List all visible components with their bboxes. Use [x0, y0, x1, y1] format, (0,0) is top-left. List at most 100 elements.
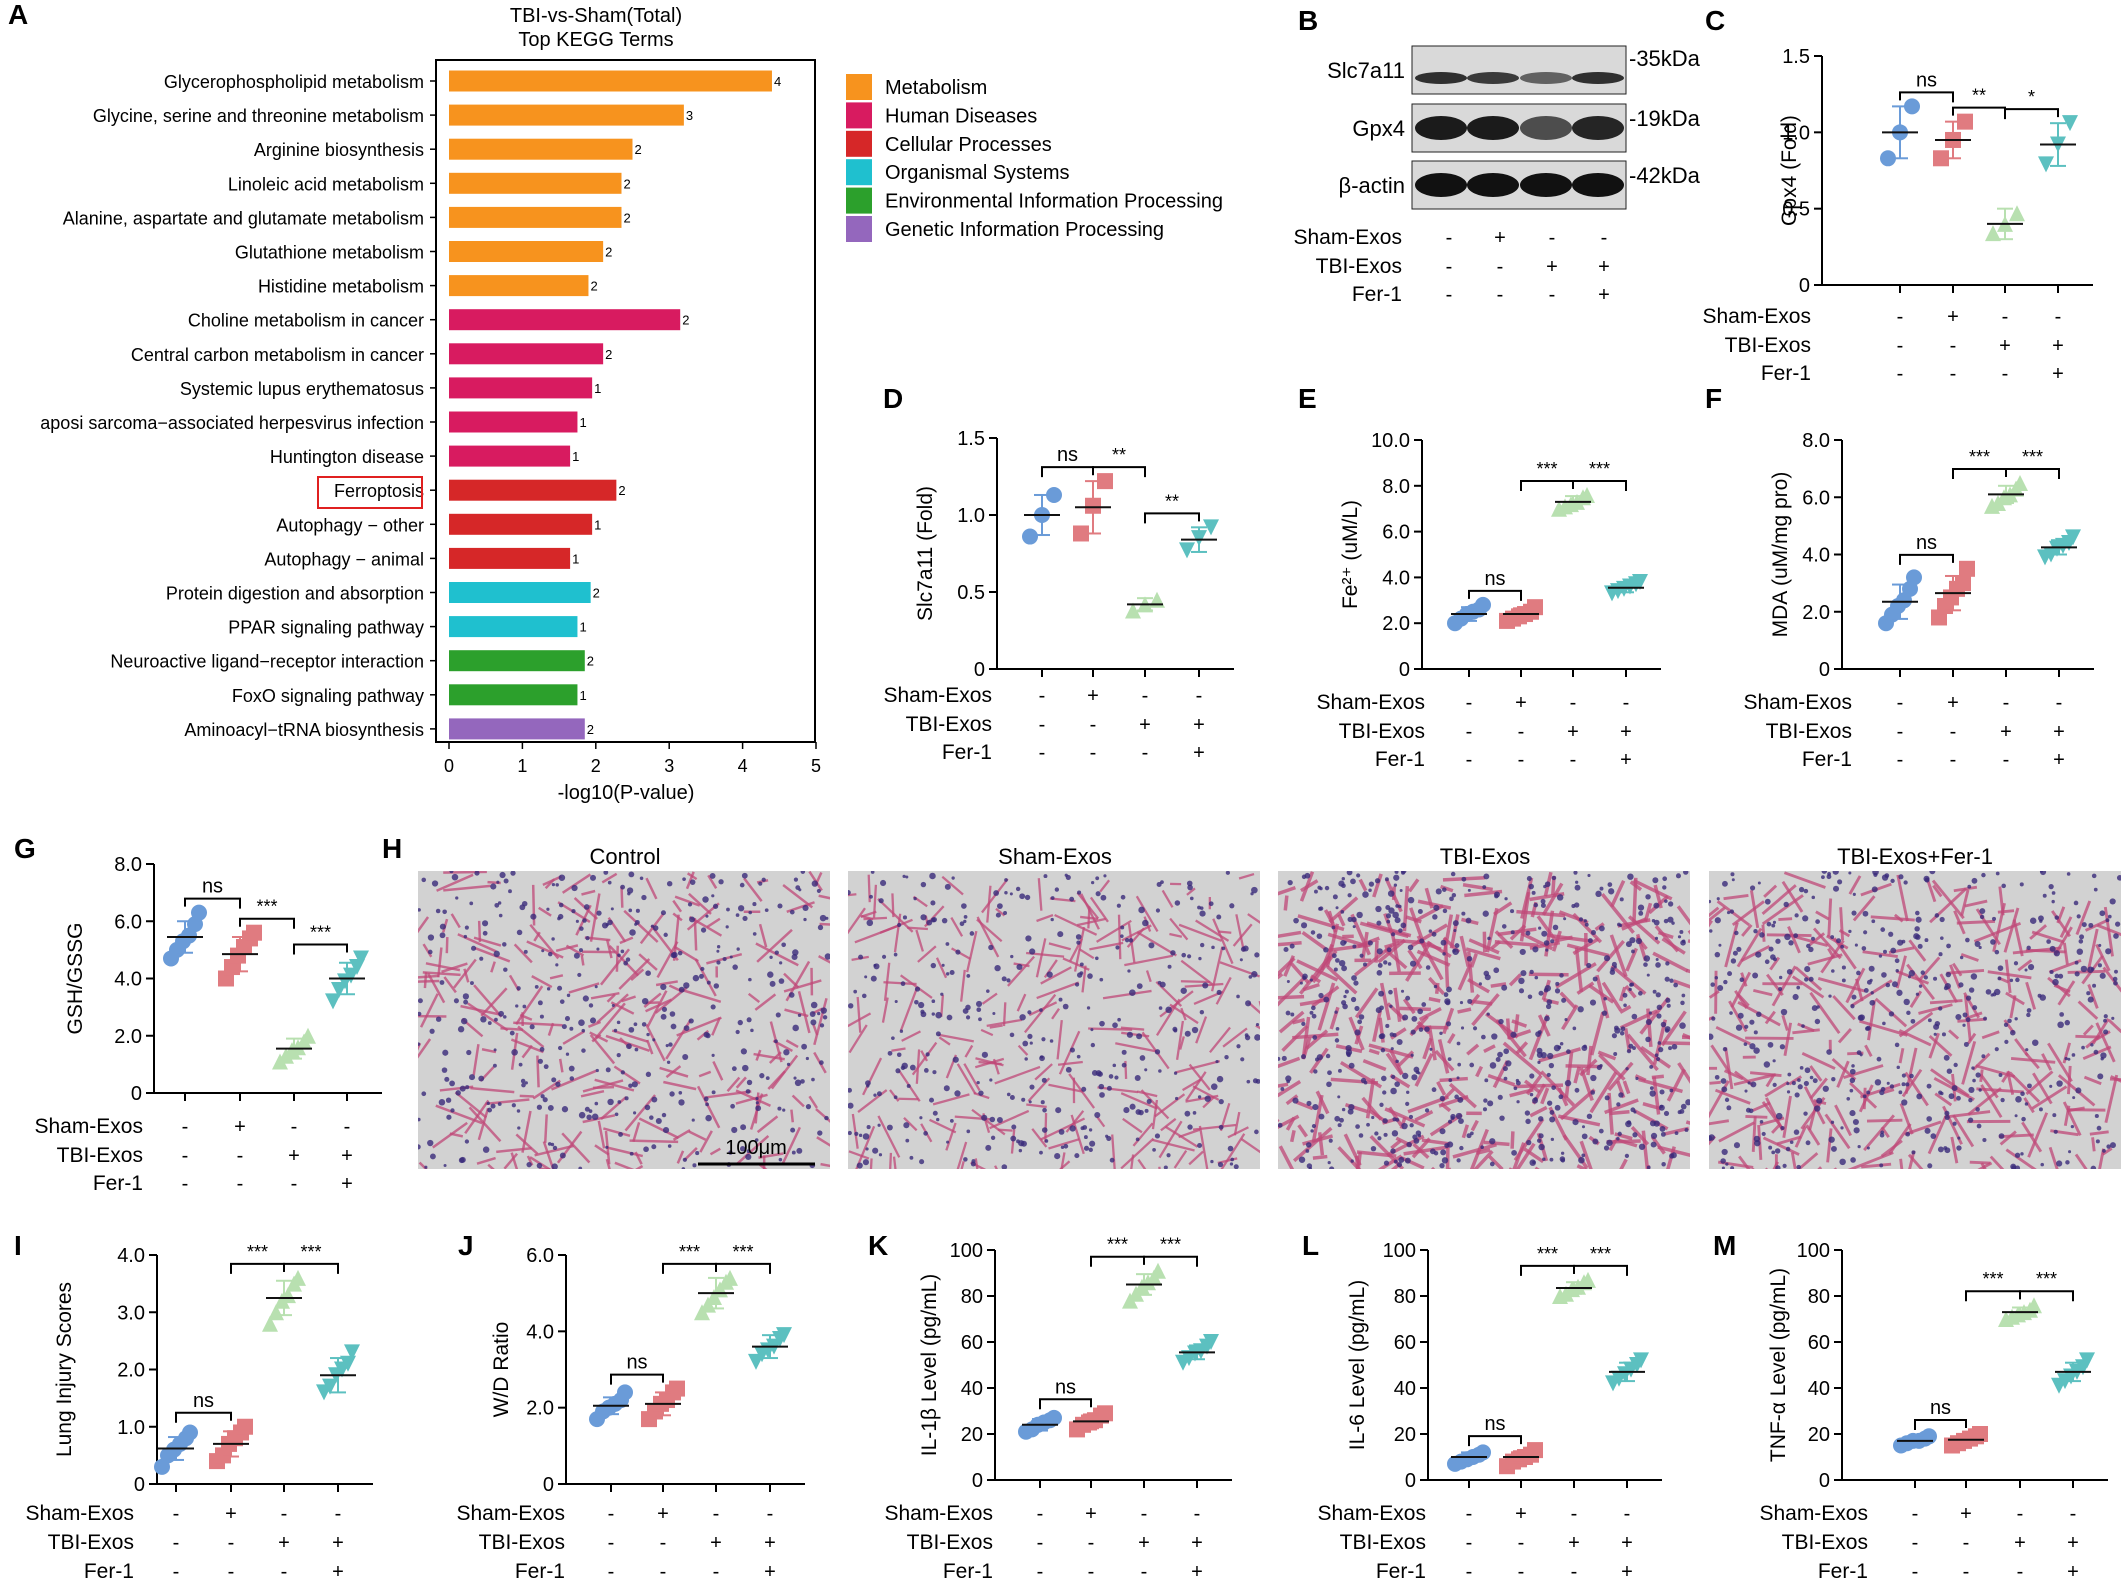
treatment-sign: +: [1568, 1532, 1580, 1554]
kegg-category-label: Glutathione metabolism: [235, 243, 424, 263]
blot-band: [1572, 173, 1624, 197]
significance-label: ***: [732, 1242, 753, 1262]
significance-label: ns: [1484, 1413, 1505, 1435]
treatment-sign: -: [2055, 306, 2062, 328]
treatment-label: Fer-1: [1818, 1560, 1868, 1580]
treatment-sign: -: [660, 1532, 667, 1554]
data-point: [1097, 1405, 1113, 1422]
treatment-sign: +: [2067, 1532, 2079, 1554]
blot-band: [1467, 72, 1519, 84]
treatment-sign: -: [2003, 749, 2010, 771]
kegg-bar: [449, 206, 622, 228]
kegg-x-axis-label: -log10(P-value): [558, 782, 695, 804]
ferroptosis-highlight-box: [317, 476, 423, 509]
data-point: [1046, 486, 1062, 503]
kegg-bar-count: 2: [605, 245, 612, 260]
blot-size-label: -42kDa: [1629, 163, 1701, 188]
data-point: [2009, 205, 2025, 222]
treatment-sign: +: [1191, 1532, 1203, 1554]
treatment-sign: +: [1515, 692, 1527, 714]
y-tick-label: 4.0: [1802, 545, 1830, 567]
treatment-sign: +: [1087, 685, 1099, 707]
treatment-sign: -: [1466, 1532, 1473, 1554]
treatment-sign: +: [1138, 1532, 1150, 1554]
treatment-sign: +: [332, 1532, 344, 1554]
significance-bracket: [1952, 467, 2007, 479]
treatment-label: Sham-Exos: [34, 1115, 143, 1138]
significance-label: ns: [1055, 1376, 1076, 1398]
y-axis-label: GSH/GSSG: [64, 922, 87, 1034]
treatment-sign: -: [1446, 256, 1453, 278]
kegg-x-tick-label: 3: [664, 756, 674, 776]
treatment-sign: +: [1193, 742, 1205, 764]
y-tick-label: 2.0: [1382, 613, 1410, 635]
treatment-sign: -: [291, 1116, 298, 1138]
significance-bracket: [184, 897, 241, 909]
treatment-sign: +: [1494, 227, 1506, 249]
significance-label: ***: [2022, 447, 2043, 467]
panel-letter-k: K: [868, 1230, 888, 1261]
treatment-sign: -: [2002, 363, 2009, 385]
kegg-x-tick-label: 2: [591, 756, 601, 776]
significance-bracket: [1039, 1398, 1092, 1410]
y-tick-label: 100: [1383, 1240, 1416, 1262]
data-point: [1904, 98, 1920, 115]
y-tick-label: 60: [1394, 1332, 1416, 1354]
treatment-sign: -: [182, 1173, 189, 1195]
treatment-label: Sham-Exos: [884, 1502, 993, 1525]
y-axis-label: Slc7a11 (Fold): [914, 486, 937, 621]
treatment-sign: -: [1090, 714, 1097, 736]
data-point: [1475, 596, 1491, 613]
data-point: [1527, 1442, 1543, 1459]
data-point: [1955, 575, 1971, 592]
treatment-sign: -: [660, 1561, 667, 1580]
treatment-sign: -: [1497, 284, 1504, 306]
significance-bracket: [1965, 1290, 2021, 1302]
treatment-sign: +: [1193, 714, 1205, 736]
treatment-label: TBI-Exos: [1340, 1531, 1426, 1554]
significance-bracket: [1092, 466, 1146, 478]
kegg-bar-count: 2: [593, 586, 600, 601]
kegg-bar: [449, 172, 622, 194]
data-point: [1203, 519, 1219, 536]
kegg-bar-count: 1: [572, 449, 579, 464]
panel-letter-h: H: [382, 833, 402, 864]
significance-bracket: [2004, 108, 2059, 120]
kegg-bar: [449, 377, 593, 399]
blot-protein-label: β-actin: [1339, 173, 1405, 198]
y-tick-label: 0.5: [957, 582, 985, 604]
significance-label: *: [2028, 87, 2035, 107]
treatment-sign: +: [657, 1503, 669, 1525]
kegg-bar: [449, 411, 578, 433]
treatment-sign: -: [1090, 742, 1097, 764]
histology-image: [848, 871, 1260, 1169]
significance-bracket: [1573, 1264, 1628, 1276]
kegg-bar: [449, 138, 633, 160]
treatment-sign: -: [1142, 742, 1149, 764]
treatment-sign: +: [1999, 335, 2011, 357]
panel-e-fe-plot: 0 2.0 4.0 6.0 8.0 10.0 Fe²⁺ (uM/L) ns *** *** Sham…: [1316, 430, 1661, 771]
kegg-category-label: Protein digestion and absorption: [166, 584, 424, 604]
y-tick-label: 8.0: [1802, 430, 1830, 452]
panel-letter-j: J: [458, 1230, 474, 1261]
y-axis-label: Fe²⁺ (uM/L): [1339, 500, 1362, 609]
kegg-bar-count: 3: [686, 108, 693, 123]
y-tick-label: 0: [1819, 1470, 1830, 1492]
data-point: [1957, 113, 1973, 130]
y-tick-label: 60: [1808, 1332, 1830, 1354]
significance-label: ns: [1930, 1397, 1951, 1419]
significance-label: ns: [1916, 69, 1937, 91]
treatment-sign: -: [1518, 1532, 1525, 1554]
kegg-bar: [449, 684, 578, 706]
treatment-sign: -: [173, 1503, 180, 1525]
treatment-sign: -: [1518, 1561, 1525, 1580]
treatment-sign: -: [1963, 1532, 1970, 1554]
y-tick-label: 2.0: [117, 1360, 145, 1382]
kegg-category-label: Alanine, aspartate and glutamate metabol…: [63, 208, 424, 228]
kegg-bar-count: 1: [594, 381, 601, 396]
treatment-sign: -: [1039, 714, 1046, 736]
histology-title-sham-exos: Sham-Exos: [998, 844, 1112, 869]
treatment-sign: -: [1194, 1503, 1201, 1525]
significance-label: ***: [256, 897, 277, 917]
